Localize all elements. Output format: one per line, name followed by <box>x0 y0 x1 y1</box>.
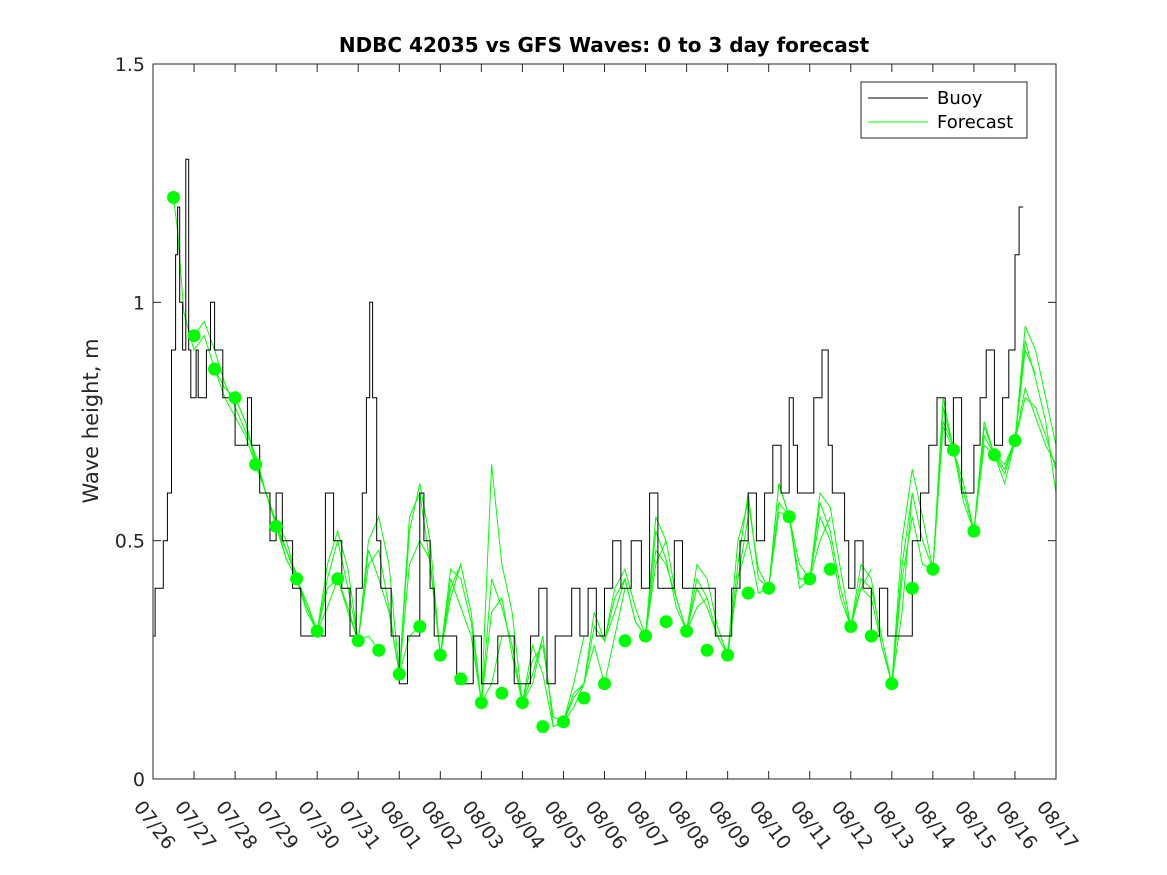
forecast-point-10 <box>351 634 365 648</box>
x-tick-label: 08/08 <box>663 797 714 854</box>
forecast-run-line-24 <box>1014 396 1057 470</box>
forecast-point-27 <box>700 643 714 657</box>
x-tick-label: 07/29 <box>252 797 303 854</box>
plot-background <box>153 64 1056 779</box>
x-tick-label: 08/03 <box>457 797 508 854</box>
chart-title: NDBC 42035 vs GFS Waves: 0 to 3 day fore… <box>339 33 870 57</box>
forecast-point-37 <box>905 581 919 595</box>
forecast-point-22 <box>598 677 611 691</box>
forecast-point-15 <box>454 672 468 686</box>
legend: Buoy Forecast <box>860 81 1028 139</box>
forecast-point-21 <box>577 691 591 705</box>
forecast-point-12 <box>392 667 406 681</box>
forecast-point-33 <box>823 562 837 576</box>
forecast-point-1 <box>167 191 180 204</box>
legend-forecast-label: Forecast <box>937 112 1013 133</box>
forecast-run-line-13 <box>604 516 749 656</box>
forecast-point-36 <box>885 677 899 691</box>
forecast-point-4 <box>228 391 242 405</box>
forecast-point-29 <box>741 586 755 600</box>
forecast-point-2 <box>187 329 201 343</box>
x-tick-label: 08/05 <box>540 797 591 854</box>
x-tick-label: 08/04 <box>498 797 549 854</box>
forecast-point-8 <box>310 624 324 638</box>
forecast-point-35 <box>864 629 878 643</box>
forecast-run-line-20 <box>891 348 1036 684</box>
forecast-run-line-4 <box>234 397 380 651</box>
forecast-point-40 <box>967 524 981 538</box>
x-tick-label: 08/17 <box>1032 797 1083 854</box>
x-tick-label: 08/07 <box>622 797 673 854</box>
forecast-point-9 <box>331 572 345 586</box>
forecast-run-line-16 <box>727 491 872 656</box>
x-tick-label: 08/09 <box>704 797 755 854</box>
x-tick-label: 08/13 <box>868 797 919 854</box>
x-tick-label: 08/02 <box>416 797 467 854</box>
forecast-point-31 <box>782 510 796 524</box>
x-tick-label: 07/30 <box>293 797 344 854</box>
forecast-point-39 <box>946 443 960 457</box>
forecast-point-30 <box>762 581 776 595</box>
forecast-run-line-19 <box>850 407 995 684</box>
x-tick-label: 08/16 <box>991 797 1042 854</box>
buoy-series <box>153 158 1024 685</box>
y-tick-label: 0 <box>133 769 145 791</box>
forecast-point-14 <box>433 648 447 662</box>
x-tick-label: 08/06 <box>581 797 632 854</box>
forecast-point-19 <box>536 720 550 734</box>
x-tick-label: 08/12 <box>827 797 878 854</box>
forecast-run-line-10 <box>480 588 626 723</box>
forecast-point-38 <box>926 562 940 576</box>
forecast-point-24 <box>639 629 652 643</box>
forecast-point-41 <box>987 448 1001 462</box>
forecast-point-16 <box>474 696 488 710</box>
x-tick-label: 08/11 <box>786 797 837 854</box>
legend-box <box>860 81 1028 139</box>
forecast-point-34 <box>844 620 858 633</box>
forecast-point-6 <box>269 519 283 533</box>
legend-buoy-label: Buoy <box>937 88 983 109</box>
forecast-point-11 <box>372 643 386 657</box>
forecast-run-line-17 <box>768 483 913 684</box>
x-tick-label: 07/31 <box>334 797 385 854</box>
x-tick-label: 07/26 <box>129 797 180 854</box>
y-axis-label: Wave height, m <box>79 338 103 503</box>
forecast-point-28 <box>721 648 735 662</box>
forecast-point-18 <box>515 696 529 710</box>
forecast-point-25 <box>659 615 673 629</box>
x-tick-label: 08/01 <box>375 797 426 854</box>
forecast-run-line-23 <box>993 386 1057 486</box>
x-tick-label: 08/15 <box>950 797 1001 854</box>
forecast-point-20 <box>557 715 570 729</box>
forecast-point-23 <box>618 634 632 648</box>
x-tick-label: 08/14 <box>909 797 960 854</box>
forecast-point-26 <box>680 624 694 638</box>
forecast-point-7 <box>290 572 304 586</box>
y-axis: 0 0.5 1 1.5 <box>115 54 1056 791</box>
forecast-point-3 <box>208 362 222 376</box>
forecast-analysis-points <box>167 191 1022 734</box>
buoy-line <box>153 158 1024 685</box>
forecast-run-line-8 <box>398 464 544 705</box>
y-tick-label: 0.5 <box>115 531 145 553</box>
forecast-point-32 <box>803 572 817 586</box>
y-tick-label: 1.5 <box>115 54 145 76</box>
forecast-point-17 <box>495 686 509 700</box>
x-tick-label: 07/28 <box>211 797 262 854</box>
forecast-point-13 <box>413 620 427 633</box>
x-tick-label: 08/10 <box>745 797 796 854</box>
forecast-point-42 <box>1008 434 1022 448</box>
x-tick-label: 07/27 <box>170 797 221 854</box>
y-tick-label: 1 <box>133 292 145 314</box>
forecast-point-5 <box>249 457 263 471</box>
